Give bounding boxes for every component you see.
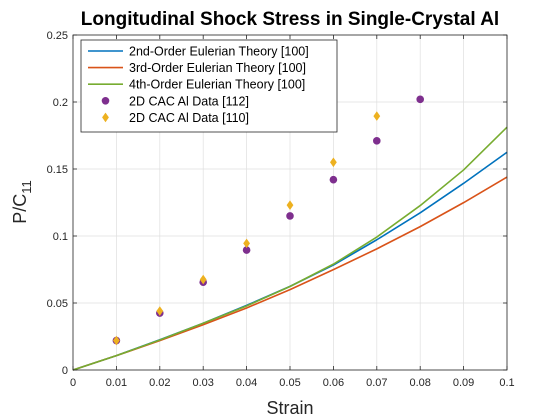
y-axis-label: P/C11	[10, 180, 34, 224]
legend-label: 2D CAC Al Data [112]	[129, 94, 249, 108]
data-point	[329, 175, 338, 184]
legend-label: 2D CAC Al Data [110]	[129, 111, 249, 125]
y-axis-label-main: P/C	[10, 194, 30, 224]
data-point	[373, 137, 381, 145]
x-tick-label: 0.09	[453, 377, 474, 389]
x-tick-label: 0.01	[106, 377, 127, 389]
data-point	[286, 212, 294, 220]
x-tick-label: 0.02	[149, 377, 170, 389]
legend-label: 3rd-Order Eulerian Theory [100]	[129, 61, 306, 75]
chart-title: Longitudinal Shock Stress in Single-Crys…	[81, 9, 499, 30]
y-tick-label: 0.2	[53, 97, 68, 109]
y-tick-label: 0	[62, 365, 68, 377]
series-3	[72, 126, 508, 371]
data-point	[243, 238, 250, 249]
data-point	[373, 111, 381, 121]
data-point	[416, 95, 425, 104]
x-tick-label: 0.06	[323, 377, 344, 389]
series-layer	[72, 95, 508, 371]
legend-box	[80, 39, 338, 133]
series-5	[113, 111, 381, 346]
data-point	[199, 274, 207, 285]
data-point	[156, 306, 164, 316]
data-point	[286, 200, 294, 210]
legend-swatch-marker	[101, 97, 110, 105]
legend-item: 2D CAC Al Data [112]	[101, 94, 249, 108]
legend-label: 4th-Order Eulerian Theory [100]	[129, 78, 305, 92]
x-tick-label: 0.05	[279, 377, 300, 389]
y-tick-label: 0.25	[47, 30, 68, 42]
y-tick-label: 0.05	[47, 298, 68, 310]
x-tick-label: 0.08	[409, 377, 430, 389]
legend-item: 3rd-Order Eulerian Theory [100]	[88, 61, 306, 75]
data-point	[330, 157, 337, 168]
y-axis-label-sub: 11	[19, 180, 34, 194]
x-tick-label: 0.07	[366, 377, 387, 389]
x-tick-label: 0.03	[192, 377, 213, 389]
x-tick-label: 0.1	[499, 377, 514, 389]
legend-swatch-marker	[102, 112, 109, 123]
legend-item: 2D CAC Al Data [110]	[102, 111, 249, 125]
x-tick-label: 0.04	[236, 377, 257, 389]
series-line	[72, 126, 508, 371]
x-tick-label: 0	[70, 377, 76, 389]
legend-item: 2nd-Order Eulerian Theory [100]	[88, 45, 309, 59]
y-tick-label: 0.15	[47, 164, 68, 176]
x-axis-label: Strain	[266, 398, 313, 418]
legend-label: 2nd-Order Eulerian Theory [100]	[129, 45, 309, 59]
ticks: 0 0.01 0.02 0.03 0.04 0.05 0.06 0.07 0.08 0.09 0.1…	[47, 30, 515, 389]
legend-item: 4th-Order Eulerian Theory [100]	[88, 78, 305, 92]
data-point	[242, 246, 251, 254]
data-point	[113, 335, 120, 346]
legend: 2nd-Order Eulerian Theory [100] 3rd-Order…	[80, 39, 338, 133]
y-tick-label: 0.1	[53, 231, 68, 243]
